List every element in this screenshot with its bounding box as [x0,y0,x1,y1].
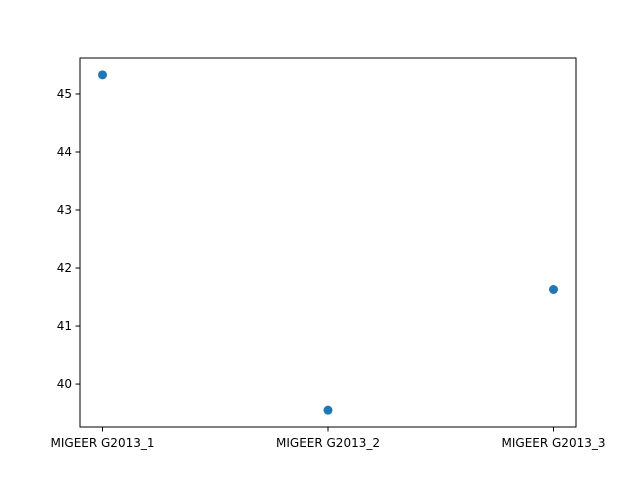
x-tick-label-2: MIGEER G2013_2 [276,436,380,450]
x-tick-label-1: MIGEER G2013_1 [51,436,155,450]
axes-layer: MIGEER G2013_1 MIGEER G2013_2 MIGEER G2013… [51,57,606,450]
y-tick-label-2: 41 [57,319,72,333]
y-tick-label-6: 45 [57,87,72,101]
x-tick-label-3: MIGEER G2013_3 [502,436,606,450]
marks-layer [98,70,558,415]
y-tick-label-4: 43 [57,203,72,217]
y-tick-label-3: 42 [57,261,72,275]
data-point-1-3 [549,284,558,294]
data-point-1-2 [323,405,333,415]
y-tick-label-5: 44 [57,145,72,159]
y-tick-label-1: 40 [57,377,72,391]
data-point-1-1 [98,70,107,80]
